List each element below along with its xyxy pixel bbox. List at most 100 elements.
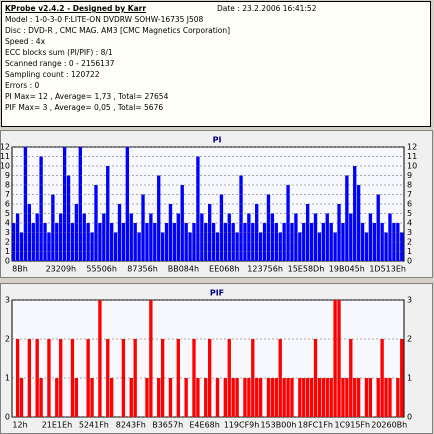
bar [309,223,314,261]
y-tick-label-right: 6 [407,200,412,209]
bar [356,185,361,261]
bar [180,185,184,261]
bar [168,204,173,261]
chart-title: PI [213,136,222,145]
bar [239,175,243,261]
bar [66,175,71,261]
x-tick-label: BB084h [168,265,199,274]
bar [215,232,220,261]
y-tick-label: 2 [5,335,10,344]
bar [157,378,161,417]
x-tick-label: 21E1Eh [42,421,72,430]
chart-title: PIF [210,289,224,298]
x-tick-label: 8Bh [12,265,28,274]
bar [313,213,318,261]
bar [400,232,404,261]
info-line: Model : 1-0-3-0 F:LITE-ON DVDRW SOHW-167… [5,15,204,24]
y-tick-label: 5 [5,209,10,218]
y-tick-label-right: 0 [407,257,412,266]
y-tick-label: 4 [5,219,10,228]
bar [149,213,153,261]
bar [15,213,20,261]
y-tick-label: 10 [0,162,10,171]
bar [349,339,353,417]
bar [133,223,137,261]
bar [47,232,51,261]
bar [337,204,341,261]
bar [102,213,106,261]
info-lines: Model : 1-0-3-0 F:LITE-ON DVDRW SOHW-167… [5,14,427,113]
bar [341,223,345,261]
bar [19,232,24,261]
y-tick-label: 7 [5,190,10,199]
bar [294,213,298,261]
bar [106,166,110,261]
bar [337,300,341,417]
x-tick-label: 119CF9h [224,421,260,430]
bar [345,378,349,417]
x-tick-label: 5241Fh [79,421,109,430]
y-tick-label-right: 2 [407,238,412,247]
x-tick-label: 87356h [127,265,158,274]
bar [317,378,322,417]
bar [98,300,102,417]
x-tick-label: 15E58Dh [288,265,325,274]
bar [153,223,157,261]
bar [270,378,275,417]
x-tick-label: 8243Fh [116,421,146,430]
bar [349,213,353,261]
y-tick-label: 2 [5,238,10,247]
bar [282,378,286,417]
y-tick-label: 1 [5,374,10,383]
bar [380,339,384,417]
bar [200,213,204,261]
y-tick-label-right: 0 [407,413,412,422]
bar [306,378,310,417]
x-tick-label: 23209h [46,265,77,274]
bar [309,378,314,417]
bar [298,232,302,261]
bar [364,232,369,261]
bar [341,378,345,417]
x-tick-label: 20260Bh [371,421,407,430]
bar [184,223,188,261]
bar [176,213,180,261]
bar [266,378,271,417]
bar [353,166,357,261]
bar [223,378,228,417]
title-row: KProbe v2.4.2 - Designed by Karr Date : 2… [5,3,427,14]
bar [59,213,63,261]
bar [376,378,380,417]
date: Date : 23.2.2006 16:41:52 [217,4,317,13]
bar [247,213,251,261]
bar [290,223,294,261]
bar [35,213,39,261]
bar [356,378,361,417]
bar [231,378,235,417]
y-tick-label-right: 3 [407,228,412,237]
bar [106,339,110,417]
bar [368,378,373,417]
y-tick-label-right: 7 [407,190,412,199]
bar [90,378,94,417]
bar [247,378,251,417]
y-tick-label: 11 [0,152,10,161]
bar [368,213,373,261]
x-tick-label: 18FC1Fh [298,421,333,430]
bar [196,156,200,261]
bar [215,378,220,417]
bar [141,194,145,261]
bar [145,223,149,261]
x-tick-label: 123756h [247,265,283,274]
bar [333,300,337,417]
bar [74,378,79,417]
app-title: KProbe v2.4.2 - Designed by Karr [5,4,147,13]
bar [188,232,192,261]
bar [51,194,55,261]
bar [313,339,318,417]
y-tick-label-right: 12 [407,143,417,152]
x-tick-label: 1C915Fh [334,421,370,430]
bar [121,223,126,261]
bar [333,232,337,261]
